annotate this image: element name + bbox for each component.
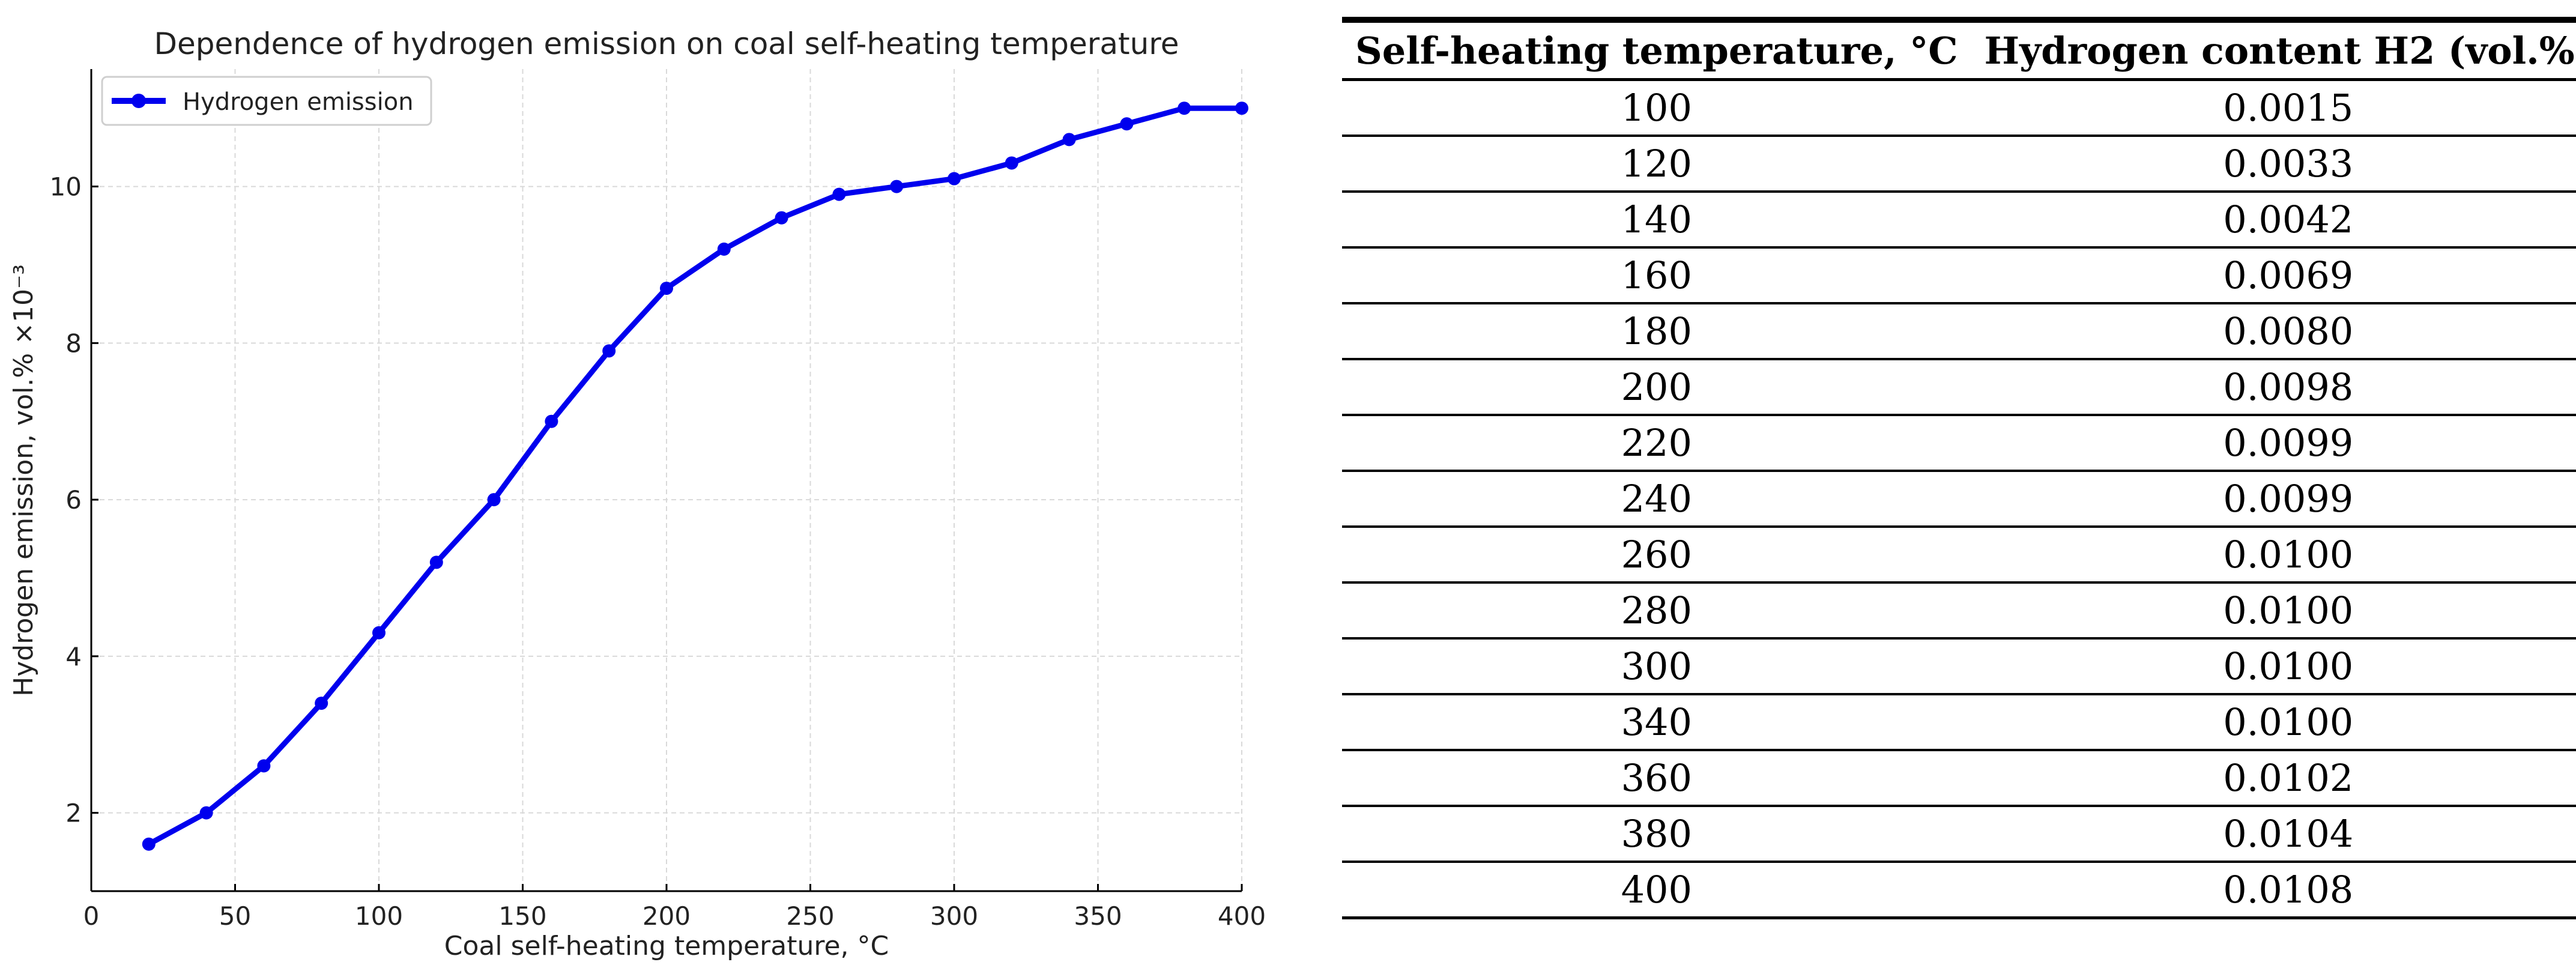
temperature-cell: 100: [1342, 79, 1971, 137]
table-body: 100 0.0015 120 0.0033 140 0.0042 160 0.0069 180 0…: [1342, 79, 2576, 919]
temperature-cell: 160: [1342, 247, 1971, 304]
x-axis-label: Coal self-heating temperature, °C: [444, 931, 889, 961]
chart-title: Dependence of hydrogen emission on coal …: [154, 26, 1179, 61]
data-point: [890, 180, 904, 193]
x-tick-label: 150: [498, 901, 546, 931]
hydrogen-content-cell: 0.0104: [1971, 806, 2576, 863]
table-row: 260 0.0100: [1342, 527, 2576, 584]
series-line: [146, 105, 1245, 847]
hydrogen-content-cell: 0.0069: [1971, 247, 2576, 304]
hydrogen-content-cell: 0.0100: [1971, 638, 2576, 695]
hydrogen-content-cell: 0.0102: [1971, 750, 2576, 807]
x-tick-label: 300: [930, 901, 978, 931]
hydrogen-content-cell: 0.0080: [1971, 303, 2576, 360]
y-axis-label: Hydrogen emission, vol.% ×10⁻³: [8, 264, 39, 697]
temperature-cell: 300: [1342, 638, 1971, 695]
header-hydrogen-content: Hydrogen content H2 (vol.%): [1971, 17, 2576, 81]
table-row: 380 0.0104: [1342, 806, 2576, 863]
data-point: [1062, 133, 1076, 147]
data-point: [602, 344, 616, 358]
data-point: [199, 806, 213, 820]
data-point: [775, 211, 788, 225]
x-tick-label: 400: [1218, 901, 1266, 931]
data-point: [1235, 101, 1248, 115]
data-point: [257, 759, 271, 773]
chart-ticks: 0 50 100 150 200 250 300 350 400 2 4 6 8 10: [50, 172, 1266, 931]
table-row: 100 0.0015: [1342, 79, 2576, 137]
hydrogen-content-cell: 0.0100: [1971, 694, 2576, 751]
temperature-cell: 120: [1342, 136, 1971, 193]
hydrogen-content-cell: 0.0108: [1971, 862, 2576, 919]
legend-label: Hydrogen emission: [183, 88, 414, 116]
table-row: 340 0.0100: [1342, 694, 2576, 751]
temperature-cell: 280: [1342, 582, 1971, 640]
hydrogen-emission-chart: Dependence of hydrogen emission on coal …: [8, 26, 1266, 961]
x-tick-label: 350: [1074, 901, 1122, 931]
data-point: [315, 697, 328, 710]
table-row: 120 0.0033: [1342, 136, 2576, 193]
x-tick-label: 250: [786, 901, 834, 931]
data-point: [832, 187, 846, 201]
x-tick-label: 200: [642, 901, 691, 931]
table-row: 280 0.0100: [1342, 582, 2576, 640]
hydrogen-content-cell: 0.0098: [1971, 359, 2576, 416]
temperature-cell: 180: [1342, 303, 1971, 360]
hydrogen-content-cell: 0.0099: [1971, 471, 2576, 528]
temperature-cell: 260: [1342, 527, 1971, 584]
data-point: [429, 555, 443, 569]
chart-series: [142, 101, 1248, 851]
hydrogen-content-cell: 0.0099: [1971, 415, 2576, 472]
table-row: 400 0.0108: [1342, 862, 2576, 919]
data-point: [487, 493, 501, 507]
temperature-cell: 340: [1342, 694, 1971, 751]
legend-marker-swatch: [132, 94, 146, 108]
table-row: 160 0.0069: [1342, 247, 2576, 304]
y-tick-label: 6: [65, 485, 82, 515]
data-point: [1178, 101, 1191, 115]
table-row: 180 0.0080: [1342, 303, 2576, 360]
data-point: [1120, 117, 1134, 131]
x-tick-label: 100: [355, 901, 403, 931]
x-tick-label: 50: [219, 901, 251, 931]
data-point: [142, 837, 156, 851]
temperature-cell: 140: [1342, 192, 1971, 249]
data-point: [545, 414, 558, 428]
temperature-cell: 360: [1342, 750, 1971, 807]
data-point: [1005, 156, 1018, 170]
temperature-cell: 240: [1342, 471, 1971, 528]
temperature-cell: 200: [1342, 359, 1971, 416]
y-tick-label: 8: [65, 328, 82, 358]
table-row: 240 0.0099: [1342, 471, 2576, 528]
hydrogen-content-cell: 0.0015: [1971, 79, 2576, 137]
header-self-heating-temperature: Self-heating temperature, °C: [1342, 17, 1971, 81]
data-point: [660, 282, 673, 295]
temperature-cell: 400: [1342, 862, 1971, 919]
temperature-cell: 220: [1342, 415, 1971, 472]
hydrogen-content-cell: 0.0033: [1971, 136, 2576, 193]
data-point: [948, 172, 961, 186]
table-row: 360 0.0102: [1342, 750, 2576, 807]
temperature-cell: 380: [1342, 806, 1971, 863]
table-header-row: Self-heating temperature, °C Hydrogen co…: [1342, 17, 2576, 81]
hydrogen-content-table: Self-heating temperature, °C Hydrogen co…: [1342, 17, 2576, 919]
y-tick-label: 4: [65, 642, 82, 671]
table-row: 220 0.0099: [1342, 415, 2576, 472]
y-tick-label: 10: [50, 172, 82, 202]
hydrogen-content-cell: 0.0100: [1971, 582, 2576, 640]
y-tick-label: 2: [65, 799, 82, 828]
table-row: 140 0.0042: [1342, 192, 2576, 249]
hydrogen-content-cell: 0.0042: [1971, 192, 2576, 249]
hydrogen-content-cell: 0.0100: [1971, 527, 2576, 584]
table-row: 300 0.0100: [1342, 638, 2576, 695]
chart-grid: [91, 69, 1242, 891]
table-row: 200 0.0098: [1342, 359, 2576, 416]
data-point: [372, 626, 385, 640]
x-tick-label: 0: [83, 901, 100, 931]
legend-frame: [101, 76, 432, 126]
chart-legend: Hydrogen emission: [101, 76, 432, 126]
data-point: [717, 242, 731, 256]
